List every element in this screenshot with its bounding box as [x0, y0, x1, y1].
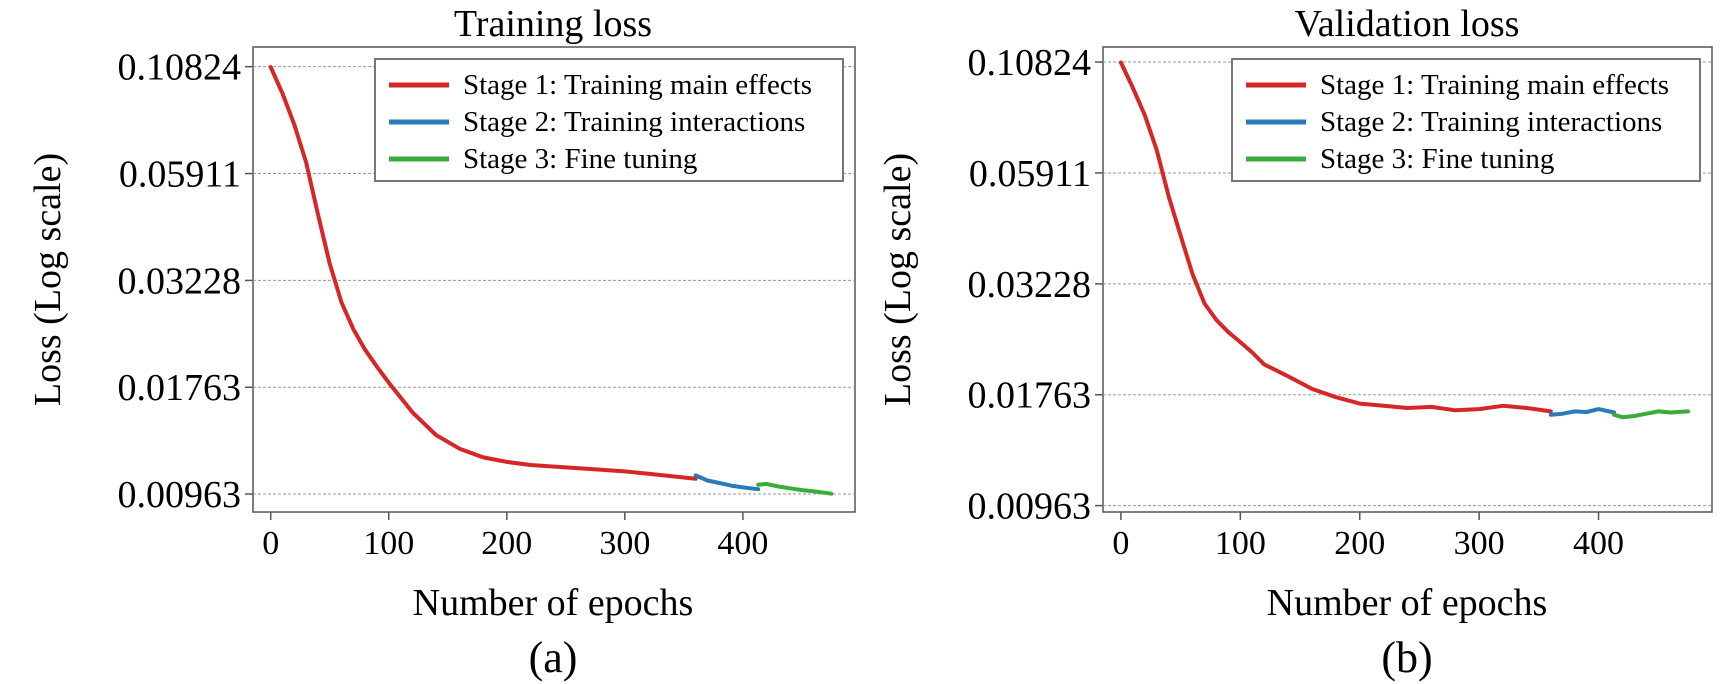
- series-line-stage-2: [693, 473, 761, 492]
- x-tick-label: 300: [1454, 525, 1505, 562]
- legend-label-stage-3: Stage 3: Fine tuning: [1320, 143, 1554, 175]
- legend-label-stage-2: Stage 2: Training interactions: [1320, 106, 1662, 138]
- legend: Stage 1: Training main effects Stage 2: T…: [1231, 58, 1701, 182]
- x-tick-label: 0: [262, 525, 279, 562]
- legend-label-stage-3: Stage 3: Fine tuning: [463, 143, 697, 175]
- x-axis-label: Number of epochs: [1267, 582, 1548, 624]
- legend-label-stage-1: Stage 1: Training main effects: [1320, 69, 1669, 101]
- legend-label-stage-1: Stage 1: Training main effects: [463, 69, 812, 101]
- series-line-stage-2: [1548, 407, 1617, 417]
- y-tick-label: 0.03228: [968, 264, 1092, 306]
- x-tick-label: 100: [1215, 525, 1266, 562]
- y-tick-label: 0.00963: [118, 474, 242, 516]
- series-line-stage-3: [1612, 409, 1691, 420]
- y-tick-label: 0.10824: [968, 42, 1092, 84]
- y-tick-label: 0.01763: [968, 375, 1092, 417]
- y-tick-label: 0.01763: [118, 367, 242, 409]
- x-tick-label: 300: [599, 525, 650, 562]
- y-axis-label: Loss (Log scale): [27, 153, 69, 406]
- x-tick-label: 200: [481, 525, 532, 562]
- legend-box: [1231, 58, 1701, 182]
- y-tick-label: 0.05911: [969, 153, 1091, 195]
- legend-label-stage-2: Stage 2: Training interactions: [463, 106, 805, 138]
- x-tick-label: 400: [1573, 525, 1624, 562]
- panel-label: (a): [529, 633, 578, 682]
- y-tick-label: 0.05911: [119, 154, 241, 196]
- series-line-stage-3: [756, 481, 834, 496]
- y-tick-label: 0.03228: [118, 260, 242, 302]
- x-axis-label: Number of epochs: [413, 582, 694, 624]
- chart-title: Validation loss: [1295, 3, 1520, 45]
- y-tick-label: 0.00963: [968, 486, 1092, 528]
- series-line-stage-1: [1118, 60, 1553, 414]
- series-line-stage-1: [268, 65, 698, 481]
- chart-panel-1: 0.10824 0.05911 0.03228 0.01763 0.00963 0 100 2…: [27, 3, 856, 682]
- legend-box: [374, 58, 844, 182]
- legend: Stage 1: Training main effects Stage 2: T…: [374, 58, 844, 182]
- panel-label: (b): [1381, 633, 1432, 682]
- chart-panel-2: 0.10824 0.05911 0.03228 0.01763 0.00963 0 100 2…: [877, 3, 1713, 682]
- x-tick-label: 0: [1112, 525, 1129, 562]
- y-tick-label: 0.10824: [118, 47, 242, 89]
- x-tick-label: 100: [363, 525, 414, 562]
- chart-title: Training loss: [454, 3, 652, 45]
- y-axis-label: Loss (Log scale): [877, 153, 919, 406]
- x-tick-label: 200: [1334, 525, 1385, 562]
- x-tick-label: 400: [717, 525, 768, 562]
